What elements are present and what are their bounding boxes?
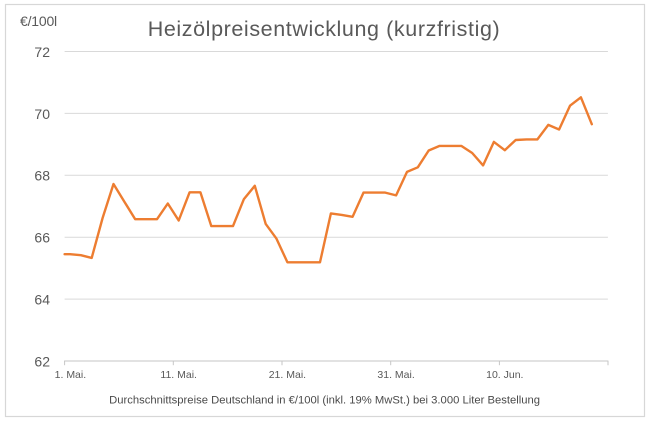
svg-text:21. Mai.: 21. Mai. xyxy=(269,369,306,381)
svg-text:1. Mai.: 1. Mai. xyxy=(55,369,87,381)
svg-text:31. Mai.: 31. Mai. xyxy=(377,369,414,381)
svg-text:10. Jun.: 10. Jun. xyxy=(486,369,523,381)
svg-text:11. Mai.: 11. Mai. xyxy=(160,369,197,381)
svg-text:66: 66 xyxy=(34,230,50,246)
svg-text:€/100l: €/100l xyxy=(20,13,57,29)
svg-text:68: 68 xyxy=(34,168,50,184)
svg-text:70: 70 xyxy=(34,106,50,122)
svg-text:Durchschnittspreise Deutschlan: Durchschnittspreise Deutschland in €/100… xyxy=(109,394,540,406)
svg-text:64: 64 xyxy=(34,292,50,308)
svg-text:72: 72 xyxy=(34,44,50,60)
svg-text:62: 62 xyxy=(34,353,50,369)
svg-text:Heizölpreisentwicklung (kurzfr: Heizölpreisentwicklung (kurzfristig) xyxy=(148,17,501,41)
